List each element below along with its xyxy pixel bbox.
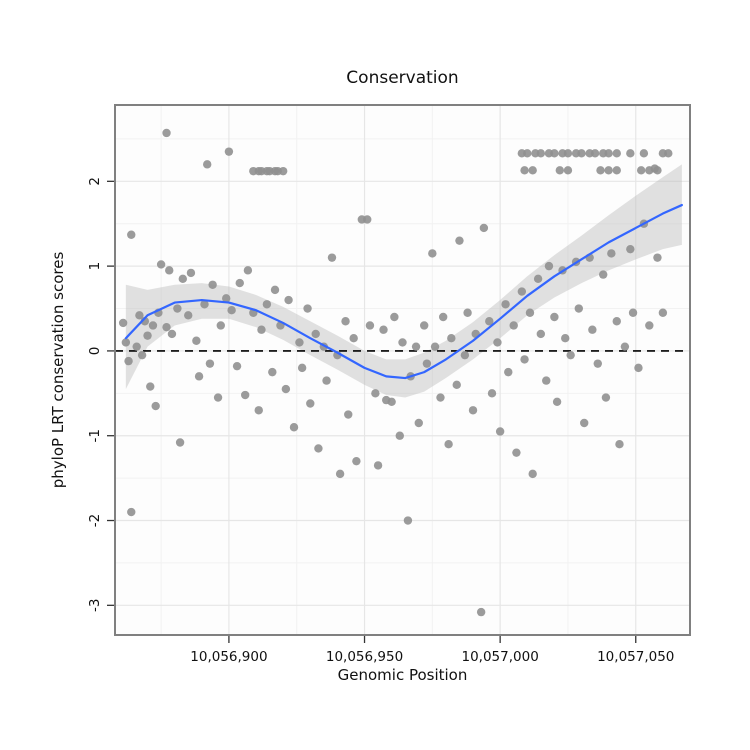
svg-text:10,056,950: 10,056,950: [326, 649, 403, 665]
svg-text:10,057,000: 10,057,000: [461, 649, 538, 665]
svg-text:1: 1: [87, 262, 103, 271]
x-axis-label: Genomic Position: [337, 666, 468, 684]
chart-title: Conservation: [346, 68, 459, 88]
svg-text:10,057,050: 10,057,050: [597, 649, 674, 665]
svg-text:2: 2: [87, 177, 103, 186]
svg-text:10,056,900: 10,056,900: [190, 649, 267, 665]
svg-text:-2: -2: [87, 514, 103, 527]
svg-text:-3: -3: [87, 599, 103, 612]
svg-text:0: 0: [87, 347, 103, 356]
svg-text:-1: -1: [87, 429, 103, 442]
